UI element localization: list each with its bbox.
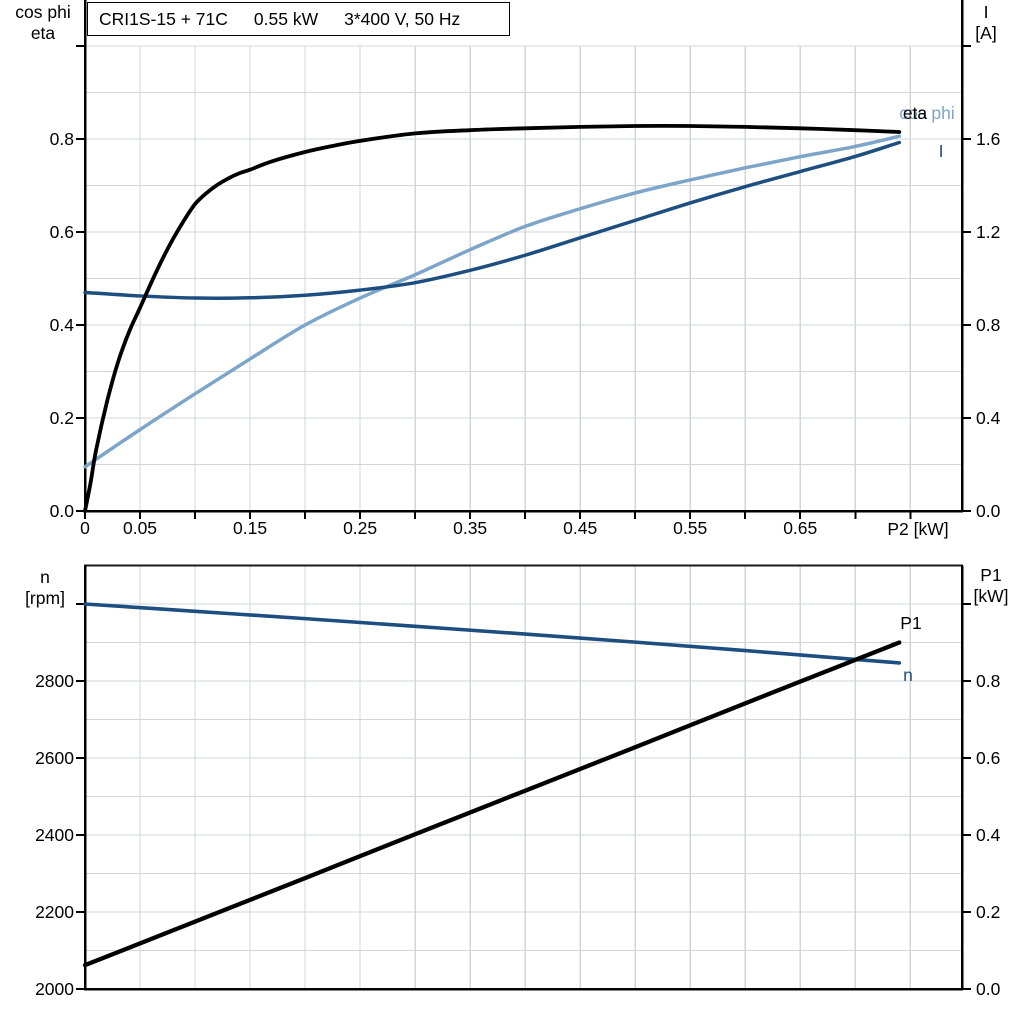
curve-P1 — [82, 640, 902, 968]
left-axis-tick-label: 0.4 — [50, 315, 75, 335]
title-box: CRI1S-15 + 71C 0.55 kW 3*400 V, 50 Hz — [87, 2, 510, 36]
right-axis-tick-label: 0.4 — [976, 825, 1001, 845]
axis-title-speed-unit: [rpm] — [25, 588, 65, 608]
curve-label-I: I — [939, 141, 944, 161]
x-axis-tick-label: 0.25 — [343, 518, 377, 538]
left-axis-tick-label: 0.0 — [50, 501, 75, 521]
right-axis-tick-label: 0.8 — [976, 671, 1000, 691]
axis-title-speed: n — [40, 567, 50, 587]
axis-title-eta: eta — [30, 23, 56, 43]
title-supply: 3*400 V, 50 Hz — [344, 8, 461, 29]
x-axis-tick-label: 0.45 — [563, 518, 597, 538]
right-axis-tick-label: 0.8 — [976, 315, 1000, 335]
left-axis-tick-label: 2400 — [35, 825, 74, 845]
title-model: CRI1S-15 + 71C — [99, 8, 228, 29]
x-axis-tick-label: 0.65 — [783, 518, 817, 538]
curve-label-P1: P1 — [900, 613, 921, 633]
curve-label-cos_phi: cos phi — [899, 103, 954, 123]
axis-title-cos-phi: cos phi — [15, 2, 71, 22]
x-axis-tick-label: 0.55 — [673, 518, 707, 538]
curve-n — [83, 602, 902, 665]
left-axis-tick-label: 0.8 — [50, 129, 74, 149]
curve-I — [83, 140, 902, 300]
left-axis-tick-label: 2600 — [35, 748, 74, 768]
curve-eta — [83, 123, 902, 513]
curve-cos_phi — [83, 134, 902, 469]
x-axis-tick-label: 0.35 — [453, 518, 487, 538]
right-axis-tick-label: 0.0 — [976, 979, 1001, 999]
right-axis-tick-label: 0.0 — [976, 501, 1001, 521]
x-axis-tick-label: 0.05 — [123, 518, 157, 538]
top-right-axis-title: I [A] — [962, 2, 1010, 44]
left-axis-tick-label: 2200 — [35, 902, 74, 922]
curve-label-n: n — [903, 665, 913, 685]
axis-title-current: I — [983, 2, 989, 22]
axis-title-current-unit: [A] — [975, 23, 997, 43]
right-axis-tick-label: 1.2 — [976, 222, 1000, 242]
curve-label-eta: eta — [903, 103, 928, 123]
x-axis-label: P2 [kW] — [887, 519, 949, 539]
right-axis-tick-label: 1.6 — [976, 129, 1000, 149]
left-axis-tick-label: 0.2 — [50, 408, 74, 428]
axis-title-p1-unit: [kW] — [973, 586, 1009, 606]
right-axis-tick-label: 0.2 — [976, 902, 1000, 922]
axis-title-p1: P1 — [980, 565, 1002, 585]
right-axis-tick-label: 0.4 — [976, 408, 1001, 428]
bottom-left-axis-title: n [rpm] — [8, 567, 82, 609]
right-axis-tick-label: 0.6 — [976, 748, 1000, 768]
bottom-right-axis-title: P1 [kW] — [964, 565, 1018, 607]
left-axis-tick-label: 0.6 — [50, 222, 74, 242]
left-axis-tick-label: 2800 — [35, 671, 74, 691]
x-axis-tick-label: 0.15 — [233, 518, 267, 538]
title-power: 0.55 kW — [253, 8, 319, 29]
x-axis-tick-label: 0 — [80, 518, 90, 538]
top-left-axis-title: cos phi eta — [6, 2, 80, 44]
left-axis-tick-label: 2000 — [35, 979, 74, 999]
